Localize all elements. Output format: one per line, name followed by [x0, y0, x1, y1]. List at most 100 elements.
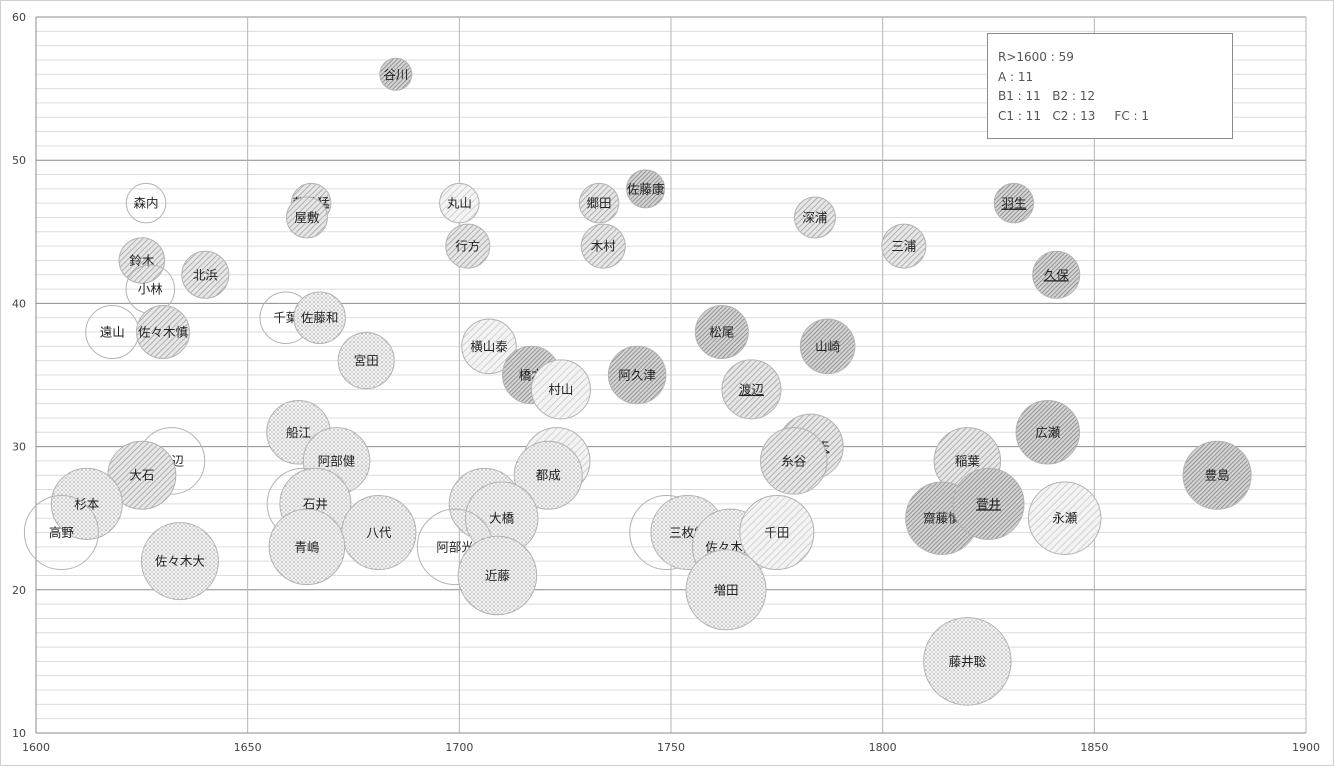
bubble-label: 渡辺 [739, 382, 765, 397]
bubble-circle [952, 467, 1025, 540]
bubble-circle [1032, 250, 1081, 299]
bubble-label: 屋敷 [294, 210, 320, 225]
bubble: 行方 [445, 223, 491, 269]
bubble-circle [760, 427, 828, 495]
bubble-label: 糸谷 [781, 453, 807, 468]
bubble: 北浜 [181, 250, 230, 299]
bubble-label: 久保 [1044, 267, 1070, 282]
bubble-circle [118, 237, 166, 284]
bubble-label: 行方 [455, 239, 480, 254]
bubble: 藤井聡 [923, 617, 1012, 706]
bubble-circle [140, 522, 219, 601]
bubble-circle [578, 182, 620, 224]
y-tick-label: 50 [12, 154, 26, 167]
bubble-label: 近藤 [485, 568, 511, 583]
bubble-label: 佐々木慎 [138, 325, 189, 340]
bubble: 増田 [685, 549, 767, 631]
bubble-circle [445, 223, 491, 269]
bubble-circle [721, 359, 782, 420]
bubble-label: 森内 [134, 196, 159, 211]
bubble-circle [136, 305, 190, 360]
legend-line-b: B1 : 11 B2 : 12 [998, 89, 1096, 103]
bubble-circle [580, 223, 626, 269]
bubble: 佐々木慎 [136, 305, 190, 360]
legend-line-total: R>1600 : 59 [998, 50, 1074, 64]
bubble-label: 阿部光 [436, 539, 474, 554]
bubble-circle [1027, 481, 1102, 555]
bubble-circle [337, 332, 395, 390]
bubble-circle [285, 196, 328, 239]
bubble: 丸山 [439, 182, 480, 224]
x-tick-label: 1900 [1292, 741, 1320, 754]
bubble-label: 松尾 [709, 325, 734, 340]
bubble: 阿久津 [607, 345, 667, 405]
bubble-circle [694, 305, 749, 360]
bubble-circle [530, 359, 591, 420]
bubble: 千田 [739, 495, 815, 571]
bubble: 宮田 [337, 332, 395, 390]
bubble-label: 遠山 [100, 325, 125, 340]
bubble-label: 高野 [49, 525, 75, 540]
bubble: 八代 [341, 495, 417, 571]
bubble-label: 大石 [129, 468, 154, 483]
bubble-label: 佐藤和 [301, 310, 339, 325]
bubble-label: 豊島 [1205, 468, 1230, 483]
bubble: 佐藤和 [293, 291, 346, 344]
bubble-circle [626, 169, 666, 209]
bubble-label: 石井 [303, 496, 328, 511]
bubble-label: 山崎 [815, 339, 841, 354]
legend-box: R>1600 : 59 A : 11 B1 : 11 B2 : 12 C1 : … [987, 33, 1233, 139]
y-tick-label: 60 [12, 11, 26, 24]
bubble-label: 鈴木 [129, 253, 155, 268]
bubble-circle [125, 182, 167, 224]
bubble-circle [23, 495, 99, 571]
bubble-label: 宮田 [354, 353, 379, 368]
bubble: 郷田 [578, 182, 620, 224]
bubble: 広瀬 [1015, 400, 1081, 465]
bubble-label: 齋藤慎 [923, 511, 961, 526]
bubble-label: 菅井 [976, 496, 1001, 511]
bubble-circle [881, 223, 927, 269]
bubble: 木村 [580, 223, 626, 269]
bubble-circle [607, 345, 667, 405]
bubble-label: 藤井聡 [949, 654, 987, 669]
bubble: 永瀬 [1027, 481, 1102, 555]
bubble-circle [457, 535, 538, 616]
axes: 1600 1650 1700 1750 1800 1850 1900 10 20 30 40 50 60 [12, 11, 1320, 754]
bubble: 横山泰 [461, 318, 517, 375]
bubble: 渡辺 [721, 359, 782, 420]
bubble-label: 千葉 [273, 310, 299, 325]
bubble-label: 大橋 [489, 511, 515, 526]
bubble: 近藤 [457, 535, 538, 616]
bubble-circle [1015, 400, 1081, 465]
bubble: 谷川 [379, 57, 413, 91]
bubble: 高野 [23, 495, 99, 571]
bubble: 久保 [1032, 250, 1081, 299]
bubble: 都成 [513, 440, 583, 510]
bubble-label: 木村 [591, 239, 617, 254]
bubble-label: 村山 [548, 382, 573, 397]
bubble-circle [268, 508, 346, 586]
bubble-label: 三浦 [891, 239, 916, 254]
bubble: 山崎 [799, 318, 856, 375]
y-tick-label: 30 [12, 441, 26, 454]
bubble-label: 佐々木大 [155, 554, 205, 569]
x-tick-label: 1700 [445, 741, 473, 754]
x-tick-label: 1600 [22, 741, 50, 754]
bubble: 松尾 [694, 305, 749, 360]
y-tick-label: 20 [12, 584, 26, 597]
bubble-circle [1182, 440, 1252, 510]
bubble: 鈴木 [118, 237, 166, 284]
y-tick-label: 40 [12, 297, 26, 310]
x-tick-label: 1650 [234, 741, 262, 754]
bubble: 菅井 [952, 467, 1025, 540]
bubble-label: 船江 [286, 425, 311, 440]
bubble: 村山 [530, 359, 591, 420]
bubble: 羽生 [993, 182, 1035, 224]
legend-line-c: C1 : 11 C2 : 13 FC : 1 [998, 108, 1150, 123]
bubble-label: 阿部健 [318, 453, 356, 468]
bubble-circle [739, 495, 815, 571]
x-tick-label: 1750 [657, 741, 685, 754]
bubble: 佐々木大 [140, 522, 219, 601]
